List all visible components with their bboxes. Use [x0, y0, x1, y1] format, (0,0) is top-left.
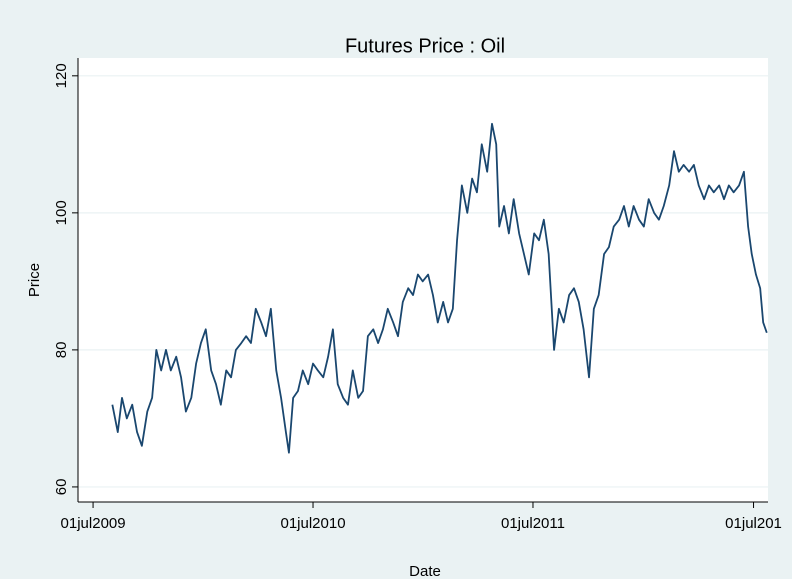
- x-tick-label: 01jul2011: [501, 515, 565, 532]
- x-tick-label: 01jul2009: [61, 515, 126, 532]
- chart-title: Futures Price : Oil: [345, 35, 505, 57]
- y-tick-label: 100: [53, 200, 70, 225]
- y-tick-label: 120: [53, 63, 70, 88]
- y-tick-label: 60: [53, 479, 70, 496]
- x-tick-label: 01jul201: [725, 515, 782, 532]
- y-axis-label: Price: [26, 263, 43, 297]
- x-tick-label: 01jul2010: [280, 515, 345, 532]
- price-line: [111, 122, 768, 454]
- x-axis-label: Date: [409, 563, 441, 579]
- y-tick-label: 80: [53, 342, 70, 359]
